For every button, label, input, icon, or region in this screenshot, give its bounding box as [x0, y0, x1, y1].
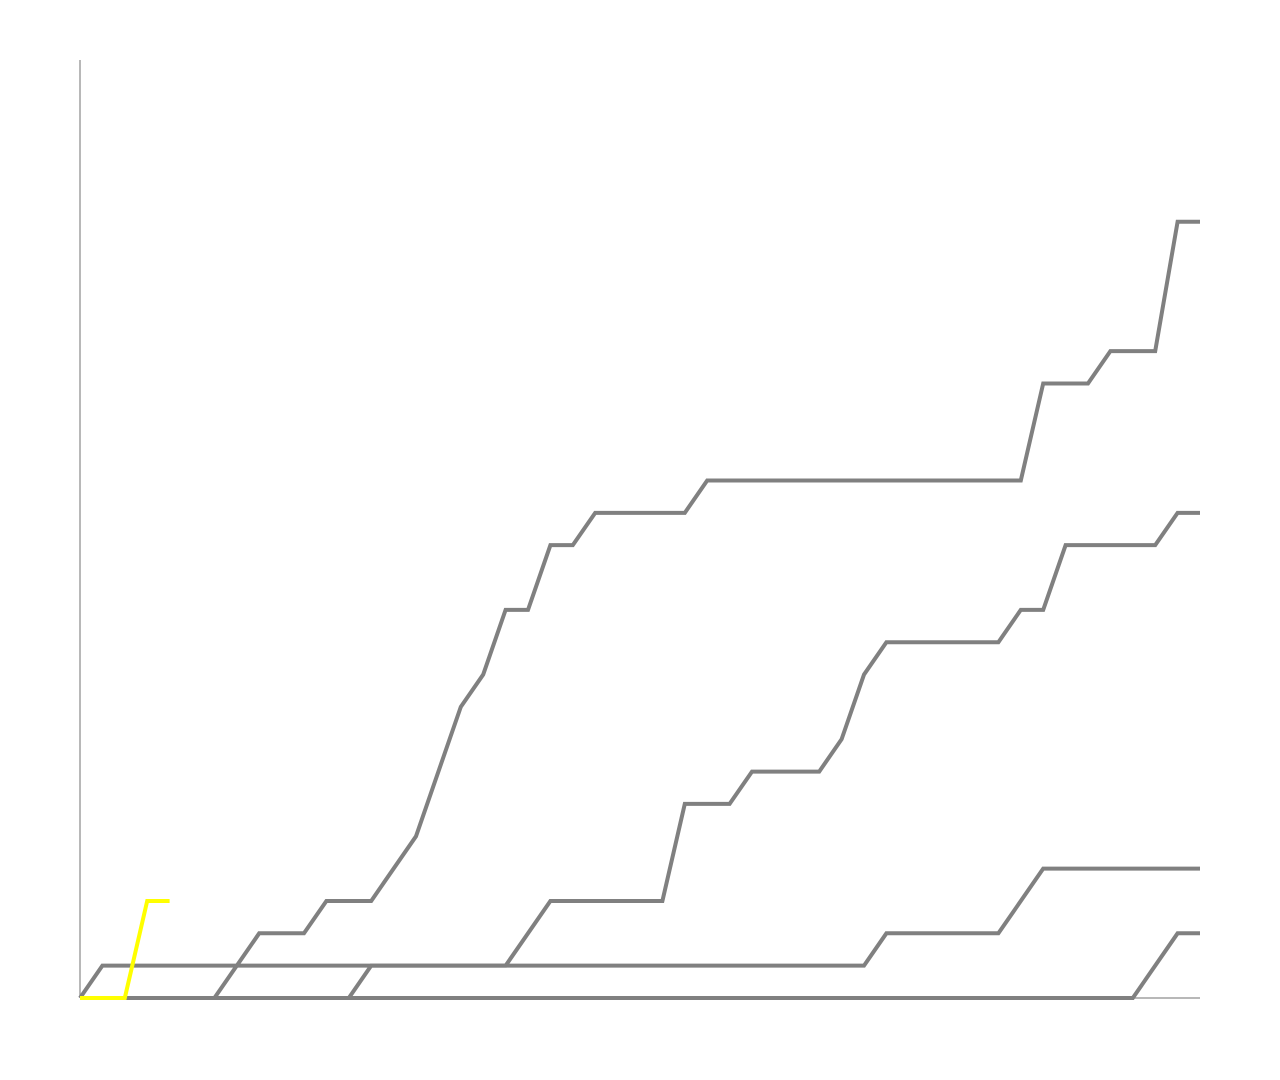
series-line-2 — [80, 510, 1200, 1000]
series-layer — [78, 219, 1200, 1000]
series-line-3 — [78, 866, 1200, 1000]
series-line-4 — [80, 931, 1200, 1000]
axes — [79, 60, 1200, 999]
series-line-5 — [80, 898, 170, 1000]
series-line-1 — [80, 219, 1200, 1000]
